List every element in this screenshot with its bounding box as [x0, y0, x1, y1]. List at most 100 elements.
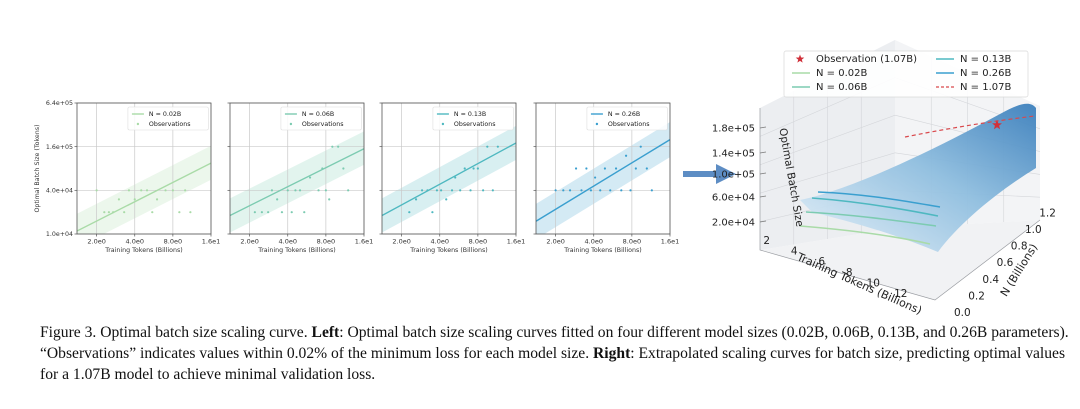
- y-tick-label: 1.0e+04: [46, 231, 73, 238]
- observation-point: [645, 167, 648, 170]
- observation-point: [303, 211, 306, 214]
- observation-point: [414, 198, 418, 201]
- y-tick-label: 1.6e+05: [46, 144, 73, 151]
- caption-title: Optimal batch size scaling curve.: [100, 324, 308, 341]
- x-tick-label: 1.6e1: [202, 238, 220, 246]
- transition-arrow: [683, 164, 736, 184]
- curve-n006b: [805, 211, 937, 227]
- observation-point: [472, 167, 475, 170]
- x-tick-label: 2.0e0: [392, 238, 410, 246]
- observation-point: [469, 189, 472, 192]
- surface: [800, 103, 1036, 252]
- x-tick-label: 2.0e0: [240, 238, 258, 246]
- observation-point: [574, 167, 578, 170]
- legend-3d: Observation (1.07B) N = 0.13B N = 0.02B N =…: [783, 50, 1029, 98]
- observation-star: [992, 119, 1002, 130]
- legend-point-swatch: [595, 122, 599, 126]
- observation-point: [107, 211, 110, 214]
- curve-n013b: [811, 197, 939, 217]
- y-tick-label: 0.2: [968, 290, 985, 302]
- observation-point: [164, 189, 167, 192]
- curve-n026b: [817, 191, 941, 208]
- observation-point: [317, 189, 320, 192]
- observation-point: [476, 167, 479, 170]
- observation-point: [253, 211, 256, 214]
- observation-point: [614, 167, 618, 170]
- caption-figure-label: Figure 3.: [40, 324, 97, 341]
- x-tick-label: 8.0e0: [469, 238, 487, 246]
- observation-point: [639, 145, 642, 148]
- observation-point: [294, 189, 297, 192]
- x-tick-label: 4: [791, 246, 798, 258]
- observation-point: [496, 145, 499, 148]
- legend-label: N = 1.07B: [960, 82, 1011, 93]
- fit-line: [77, 162, 211, 232]
- observation-point: [634, 167, 637, 170]
- y-tick-label: 0.0: [954, 307, 971, 319]
- observation-point: [328, 198, 331, 201]
- legend-box: [432, 106, 514, 131]
- legend-observations-label: Observations: [302, 121, 344, 128]
- y-tick-label: 1.0: [1025, 224, 1042, 236]
- observation-point: [178, 211, 181, 214]
- figure-canvas: 2.0e0 4.0e0 8.0e0 1.6e1 Training Tokens (Bil…: [34, 40, 1056, 319]
- x-tick-label: 1.6e1: [661, 238, 679, 246]
- observation-point: [189, 211, 192, 214]
- legend-box: [783, 50, 1029, 98]
- z-tick-mark: [759, 151, 767, 154]
- legend-point-swatch: [136, 122, 140, 126]
- observation-point: [624, 154, 628, 157]
- y-tick-label: 0.8: [1011, 241, 1028, 253]
- observation-point: [140, 189, 143, 192]
- observation-point: [562, 189, 565, 192]
- legend-label: N = 0.06B: [816, 82, 867, 93]
- observation-point: [603, 167, 607, 170]
- observation-point: [280, 211, 284, 214]
- legend-label: N = 0.02B: [816, 68, 867, 79]
- legend-label: N = 0.13B: [960, 54, 1011, 65]
- legend-series-label: N = 0.13B: [454, 111, 486, 118]
- observation-point: [103, 211, 106, 214]
- observation-point: [450, 189, 454, 192]
- observation-point: [95, 189, 98, 192]
- observation-point: [331, 145, 334, 148]
- x-tick-label: 2.0e0: [87, 238, 105, 246]
- x-tick-label: 6: [818, 256, 825, 268]
- observation-point: [145, 189, 149, 192]
- observation-point: [123, 211, 126, 214]
- x-tick-label: 2.0e0: [546, 238, 564, 246]
- y-axis-label: Optimal Batch Size (Tokens): [34, 124, 41, 212]
- observation-point: [408, 211, 411, 214]
- legend-label: N = 0.26B: [960, 68, 1011, 79]
- caption-right-label: Right: [593, 345, 631, 362]
- legend-series-label: N = 0.26B: [608, 111, 640, 118]
- observation-point: [298, 189, 302, 192]
- fit-line: [382, 142, 516, 217]
- subplot-3: 2.0e0 4.0e0 8.0e0 1.6e1 Training Tokens (Bil…: [379, 102, 525, 254]
- observation-point: [117, 198, 121, 201]
- figure-caption: Figure 3. Optimal batch size scaling cur…: [40, 322, 1070, 385]
- x-tick-label: 1.6e1: [507, 238, 525, 246]
- arrow-shape: [683, 164, 736, 184]
- plot-frame: [381, 102, 517, 235]
- x-tick-label: 8.0e0: [164, 238, 182, 246]
- observation-point: [589, 189, 593, 192]
- caption-left-text: : Optimal batch size scaling curves fitt…: [40, 324, 1069, 362]
- caption-left-label: Left: [311, 324, 340, 341]
- z-tick-mark: [759, 195, 767, 198]
- y-tick-label: 0.4: [982, 274, 999, 286]
- x-axis-label: Training Tokens (Billions): [257, 247, 335, 254]
- observation-point: [629, 189, 632, 192]
- x-tick-label: 2: [763, 235, 770, 247]
- observation-point: [420, 189, 424, 192]
- floor-pane: [760, 220, 1040, 300]
- observation-point: [267, 211, 270, 214]
- z-tick-label: 1.4e+05: [712, 149, 755, 160]
- observation-point: [286, 189, 289, 192]
- x-tick-label: 4.0e0: [279, 238, 297, 246]
- z-tick-mark: [759, 172, 767, 175]
- legend-point-swatch: [289, 122, 293, 126]
- z-tick-label: 1.0e+05: [712, 170, 755, 181]
- observation-point: [585, 167, 588, 170]
- plot-frame: [76, 102, 212, 235]
